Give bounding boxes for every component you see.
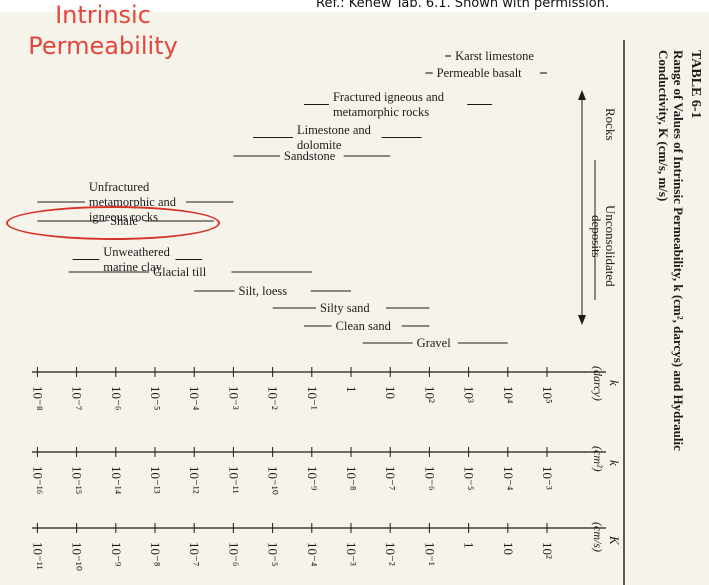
material-label: metamorphic rocks	[333, 105, 429, 119]
scale-2-tick-label: 10²	[540, 542, 555, 559]
scale-1-tick-label: 10⁻⁵	[462, 466, 477, 490]
material-label: Silt, loess	[239, 284, 288, 298]
scale-0-tick-label: 10⁴	[501, 386, 516, 404]
scale-1-tick-label: 10⁻¹¹	[226, 466, 241, 494]
column-header-unconsolidated-2: deposits	[589, 215, 604, 258]
scale-0-tick-label: 10³	[462, 386, 477, 403]
scale-2-tick-label: 10⁻²	[383, 542, 398, 566]
scale-2-header-unit: (cm/s)	[591, 522, 605, 552]
column-header-rocks: Rocks	[603, 108, 618, 141]
material-label: dolomite	[297, 138, 342, 152]
scale-2-tick-label: 10⁻¹⁰	[70, 542, 85, 571]
scale-2-tick-label: 10⁻⁴	[305, 542, 320, 567]
scale-1-tick-label: 10⁻³	[540, 466, 555, 490]
scale-2-tick-label: 10⁻⁷	[187, 542, 202, 566]
scale-1-tick-label: 10⁻⁶	[422, 466, 437, 490]
material-label: Gravel	[417, 336, 452, 350]
scale-0-tick-label: 10	[383, 386, 398, 399]
arrow-up-icon	[578, 90, 586, 100]
scale-1-tick-label: 10⁻¹³	[148, 466, 163, 494]
material-label: marine clay	[103, 260, 162, 274]
scale-1-tick-label: 10⁻⁸	[344, 466, 359, 491]
figure-credit: Ref.: Kehew Tab. 6.1. Shown with permiss…	[316, 0, 610, 11]
scale-1-tick-label: 10⁻¹⁰	[266, 466, 281, 495]
scale-0-tick-label: 10⁻⁶	[109, 386, 124, 410]
scale-0-tick-label: 10⁻⁴	[187, 386, 202, 411]
slide-title: Intrinsic Permeability	[28, 1, 178, 60]
scale-0-tick-label: 10⁻³	[226, 386, 241, 410]
scale-1-tick-label: 10⁻⁹	[305, 466, 320, 491]
shale-highlight-ring	[6, 206, 220, 240]
scale-0-tick-label: 10²	[422, 386, 437, 403]
table-number: TABLE 6-1	[688, 50, 703, 119]
scale-1-header-unit: (cm²)	[591, 446, 605, 472]
scale-1-tick-label: 10⁻¹²	[187, 466, 202, 494]
scale-0-tick-label: 10⁻⁵	[148, 386, 163, 410]
scale-2-tick-label: 10⁻⁶	[226, 542, 241, 566]
scale-2-tick-label: 10⁻¹¹	[30, 542, 45, 570]
material-label: Karst limestone	[455, 49, 534, 63]
material-label: Unweathered	[103, 245, 170, 259]
scale-0-header-symbol: k	[607, 380, 622, 386]
scale-2-header-symbol: K	[607, 535, 622, 546]
scale-0-tick-label: 10⁵	[540, 386, 555, 404]
column-header-unconsolidated-1: Unconsolidated	[603, 205, 618, 287]
material-label: Permeable basalt	[437, 66, 523, 80]
scale-1-tick-label: 10⁻¹⁵	[70, 466, 85, 494]
table-caption-line1: Range of Values of Intrinsic Permeabilit…	[671, 50, 686, 451]
scale-0-tick-label: 10⁻⁸	[30, 386, 45, 411]
scale-0-tick-label: 10⁻²	[266, 386, 281, 410]
material-label: Sandstone	[284, 149, 336, 163]
scale-2-tick-label: 10⁻³	[344, 542, 359, 566]
scale-2-tick-label: 10	[501, 542, 516, 555]
scale-0-tick-label: 1	[344, 386, 359, 393]
material-label: Limestone and	[297, 123, 372, 137]
scale-0-tick-label: 10⁻⁷	[70, 386, 85, 410]
material-label: Fractured igneous and	[333, 90, 445, 104]
material-label: Silty sand	[320, 301, 370, 315]
scale-1-header-symbol: k	[607, 460, 622, 466]
scale-2-tick-label: 1	[462, 542, 477, 549]
scale-1-tick-label: 10⁻⁷	[383, 466, 398, 490]
scale-1-tick-label: 10⁻⁴	[501, 466, 516, 491]
scale-0-tick-label: 10⁻¹	[305, 386, 320, 410]
arrow-down-icon	[578, 315, 586, 325]
scale-2-tick-label: 10⁻¹	[422, 542, 437, 566]
scale-0-header-unit: (darcy)	[591, 366, 605, 401]
material-label: Glacial till	[153, 265, 207, 279]
scale-1-tick-label: 10⁻¹⁴	[109, 466, 124, 495]
material-label: Unfractured	[89, 180, 150, 194]
scale-1-tick-label: 10⁻¹⁶	[30, 466, 45, 494]
material-label: Clean sand	[336, 319, 392, 333]
scale-2-tick-label: 10⁻⁹	[109, 542, 124, 567]
scale-2-tick-label: 10⁻⁵	[266, 542, 281, 566]
scanned-table-page	[0, 12, 709, 585]
table-caption-line2: Conductivity, K (cm/s, m/s)	[656, 50, 671, 201]
scale-2-tick-label: 10⁻⁸	[148, 542, 163, 567]
